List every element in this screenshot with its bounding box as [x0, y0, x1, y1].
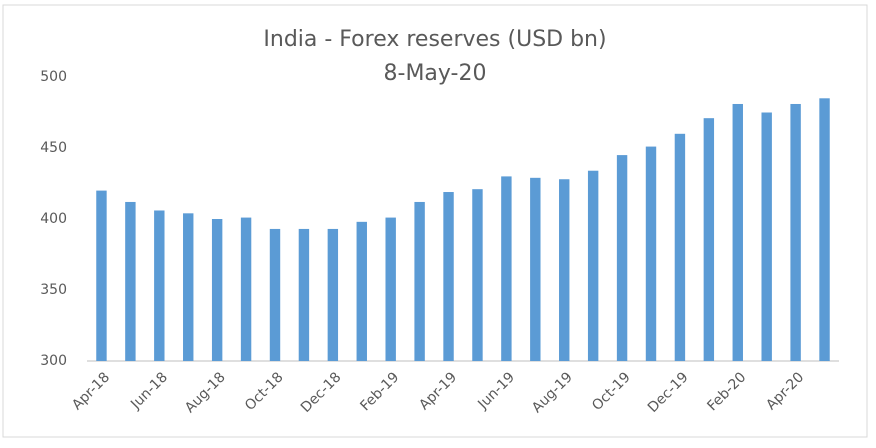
bar	[443, 192, 454, 361]
bar	[183, 213, 194, 361]
bar	[96, 190, 107, 361]
bar	[761, 112, 772, 361]
bar	[154, 210, 165, 361]
y-tick-label: 500	[40, 69, 67, 85]
bar	[530, 177, 541, 361]
y-tick-label: 450	[40, 140, 67, 156]
bar	[385, 217, 396, 361]
chart-border	[2, 4, 868, 438]
bar	[211, 219, 223, 361]
bar	[240, 217, 252, 361]
bar	[298, 228, 310, 361]
chart-subtitle: 8-May-20	[384, 61, 487, 86]
y-tick-label: 400	[40, 211, 67, 227]
bar	[703, 118, 715, 362]
bar	[732, 103, 743, 361]
y-tick-label: 300	[40, 353, 67, 369]
y-tick-label: 350	[40, 282, 67, 298]
bar	[559, 179, 570, 361]
bar	[645, 146, 657, 361]
bar	[356, 221, 367, 361]
bar	[674, 133, 686, 361]
bar	[414, 201, 425, 361]
bar	[472, 189, 483, 361]
bar	[501, 176, 512, 361]
chart-title: India - Forex reserves (USD bn)	[263, 27, 606, 52]
bar	[587, 170, 599, 361]
bar	[269, 228, 281, 361]
bar	[819, 98, 830, 362]
bar	[616, 155, 628, 361]
bar	[327, 228, 339, 361]
bar	[790, 103, 801, 361]
bar	[125, 201, 136, 361]
